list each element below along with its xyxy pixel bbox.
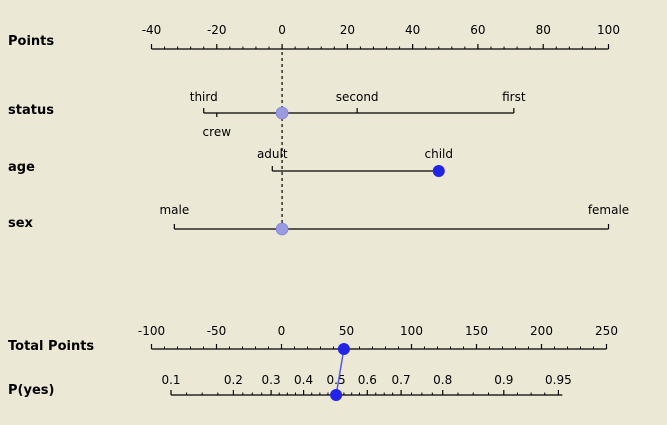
level-label-status: third	[190, 90, 218, 104]
points-axis-tick-label: -40	[142, 23, 162, 37]
probability-tick-label: 0.2	[224, 373, 243, 387]
variable-label-status: status	[8, 103, 54, 118]
probability-tick-label: 0.4	[294, 373, 313, 387]
total-points-tick-label: 150	[465, 324, 488, 338]
total-points-tick-label: -100	[138, 324, 165, 338]
total-points-tick-label: 250	[595, 324, 618, 338]
probability-tick-label: 0.1	[161, 373, 180, 387]
points-axis-tick-label: 80	[536, 23, 551, 37]
points-axis-tick-label: -20	[207, 23, 227, 37]
points-axis-tick-label: 100	[597, 23, 620, 37]
total-points-tick-label: 0	[278, 324, 286, 338]
total-points-tick-label: -50	[207, 324, 227, 338]
probability-tick-label: 0.8	[433, 373, 452, 387]
probability-tick-label: 0.95	[545, 373, 572, 387]
variable-label-sex: sex	[8, 216, 34, 231]
points-axis-tick-label: 40	[405, 23, 420, 37]
probability-axis-label: P(yes)	[8, 383, 54, 398]
total-points-marker	[337, 343, 350, 355]
total-points-tick-label: 100	[400, 324, 423, 338]
probability-tick-label: 0.6	[358, 373, 377, 387]
points-axis-tick-label: 20	[340, 23, 355, 37]
level-label-sex: female	[588, 203, 629, 217]
probability-tick-label: 0.7	[392, 373, 411, 387]
average-value-marker-sex	[275, 222, 289, 236]
probability-tick-label: 0.3	[262, 373, 281, 387]
level-label-status: first	[502, 90, 526, 104]
level-label-status: crew	[203, 125, 232, 139]
average-value-marker-status	[275, 106, 289, 120]
level-label-age: adult	[257, 147, 288, 161]
probability-tick-label: 0.5	[327, 373, 346, 387]
probability-tick-label: 0.9	[494, 373, 513, 387]
result-connector-line	[335, 348, 345, 396]
total-points-axis-label: Total Points	[8, 339, 94, 354]
points-axis-tick-label: 0	[278, 23, 286, 37]
level-label-status: second	[336, 90, 379, 104]
points-axis-tick-label: 60	[470, 23, 485, 37]
total-points-tick-label: 200	[530, 324, 553, 338]
probability-marker	[330, 389, 343, 401]
total-points-tick-label: 50	[339, 324, 354, 338]
points-axis-label: Points	[8, 34, 54, 49]
level-label-sex: male	[159, 203, 189, 217]
variable-label-age: age	[8, 160, 35, 175]
selected-value-marker-age	[432, 165, 445, 177]
level-label-age: child	[425, 147, 454, 161]
